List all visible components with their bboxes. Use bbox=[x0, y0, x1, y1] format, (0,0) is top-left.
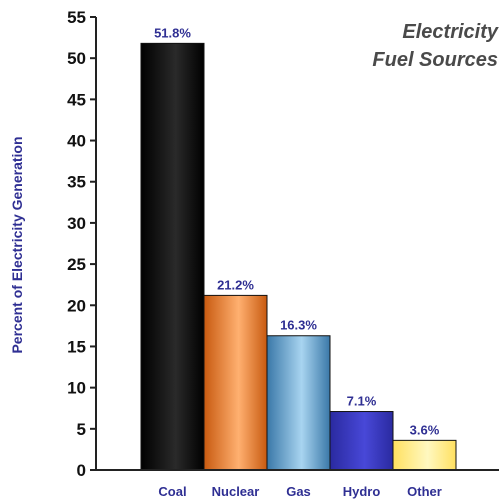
bars bbox=[140, 42, 457, 471]
data-label-other: 3.6% bbox=[410, 422, 440, 437]
data-labels: 51.8% 21.2% 16.3% 7.1% 3.6% bbox=[154, 25, 440, 437]
x-axis: Coal Nuclear Gas Hydro Other bbox=[90, 469, 499, 499]
y-tick-label: 10 bbox=[67, 379, 86, 398]
bar-gas bbox=[266, 335, 331, 471]
y-tick-label: 50 bbox=[67, 49, 86, 68]
data-label-hydro: 7.1% bbox=[347, 394, 377, 409]
x-tick-label-gas: Gas bbox=[286, 484, 311, 499]
bar-other bbox=[392, 439, 457, 471]
bar-coal bbox=[140, 42, 205, 471]
y-tick-label: 55 bbox=[67, 8, 86, 27]
y-tick-label: 15 bbox=[67, 337, 86, 356]
x-tick-label-hydro: Hydro bbox=[343, 484, 381, 499]
y-tick-label: 25 bbox=[67, 255, 86, 274]
y-tick-label: 0 bbox=[77, 461, 86, 480]
y-tick-label: 40 bbox=[67, 132, 86, 151]
data-label-gas: 16.3% bbox=[280, 318, 317, 333]
y-tick-label: 35 bbox=[67, 173, 86, 192]
chart-title-line-1: Electricity bbox=[402, 21, 498, 43]
bar-hydro bbox=[329, 411, 394, 471]
y-axis: 0 5 10 15 20 25 30 35 40 45 50 55 bbox=[67, 8, 97, 480]
y-tick-label: 30 bbox=[67, 214, 86, 233]
y-tick-label: 20 bbox=[67, 296, 86, 315]
chart-title: Electricity Fuel Sources bbox=[372, 21, 498, 71]
x-tick-label-coal: Coal bbox=[158, 484, 186, 499]
y-tick-label: 5 bbox=[77, 420, 86, 439]
x-tick-label-other: Other bbox=[407, 484, 442, 499]
chart-title-line-2: Fuel Sources bbox=[372, 49, 498, 71]
x-tick-label-nuclear: Nuclear bbox=[212, 484, 260, 499]
data-label-coal: 51.8% bbox=[154, 25, 191, 40]
data-label-nuclear: 21.2% bbox=[217, 277, 254, 292]
y-axis-label: Percent of Electricity Generation bbox=[9, 136, 25, 353]
bar-nuclear bbox=[203, 294, 268, 471]
y-tick-label: 45 bbox=[67, 90, 86, 109]
